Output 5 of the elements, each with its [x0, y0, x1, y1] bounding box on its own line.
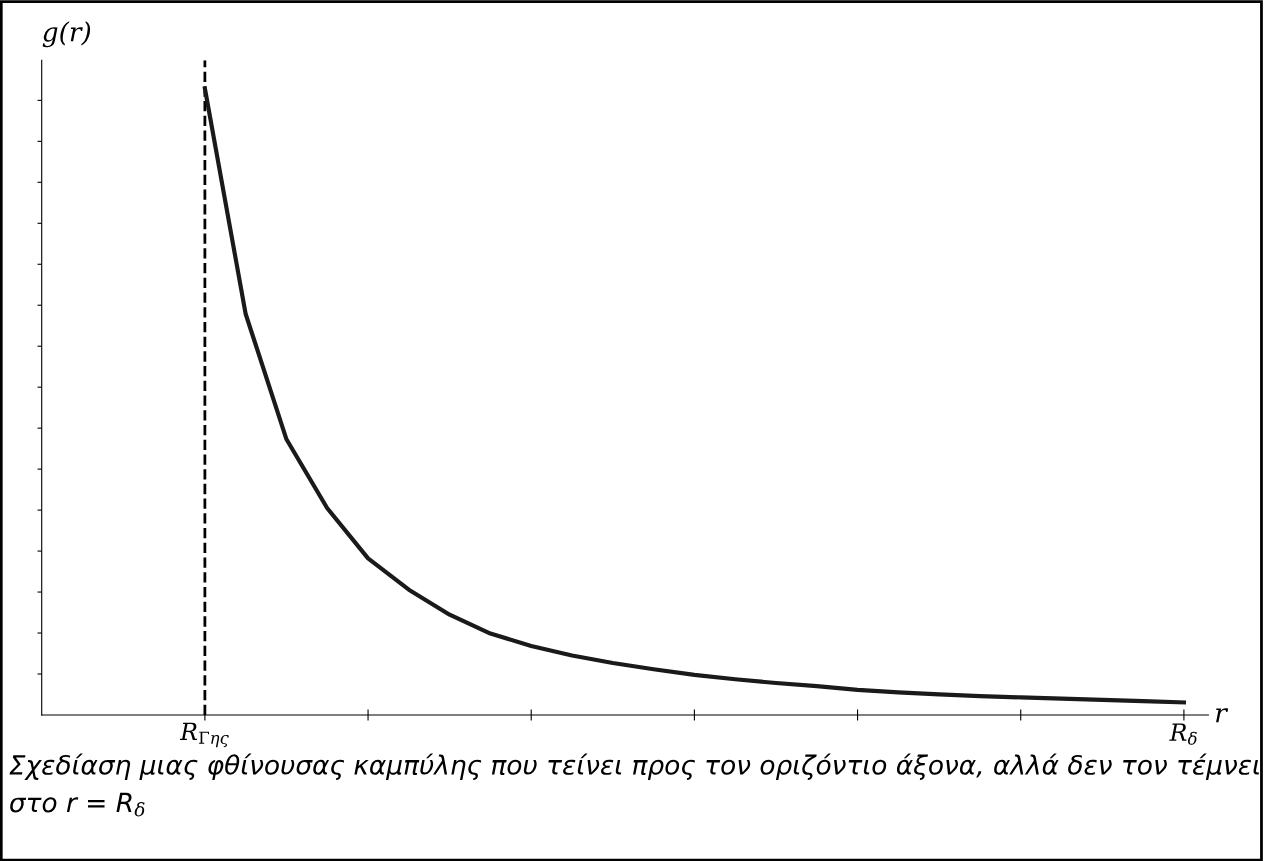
y-axis-title: g(r) — [42, 21, 91, 48]
x-axis-title: r — [1216, 708, 1229, 723]
x-tick-label: R$_{Γης}$ — [179, 722, 229, 748]
text: Σχεδίαση μιας φθίνουσας καμπύλης που τείνει προς τον οριζόντιο άξονα, αλλά δεν τον τέμνει στο r = R$_{δ}$ — [9, 753, 1259, 817]
x-tick-label: R$_{δ}$ — [1169, 723, 1197, 745]
